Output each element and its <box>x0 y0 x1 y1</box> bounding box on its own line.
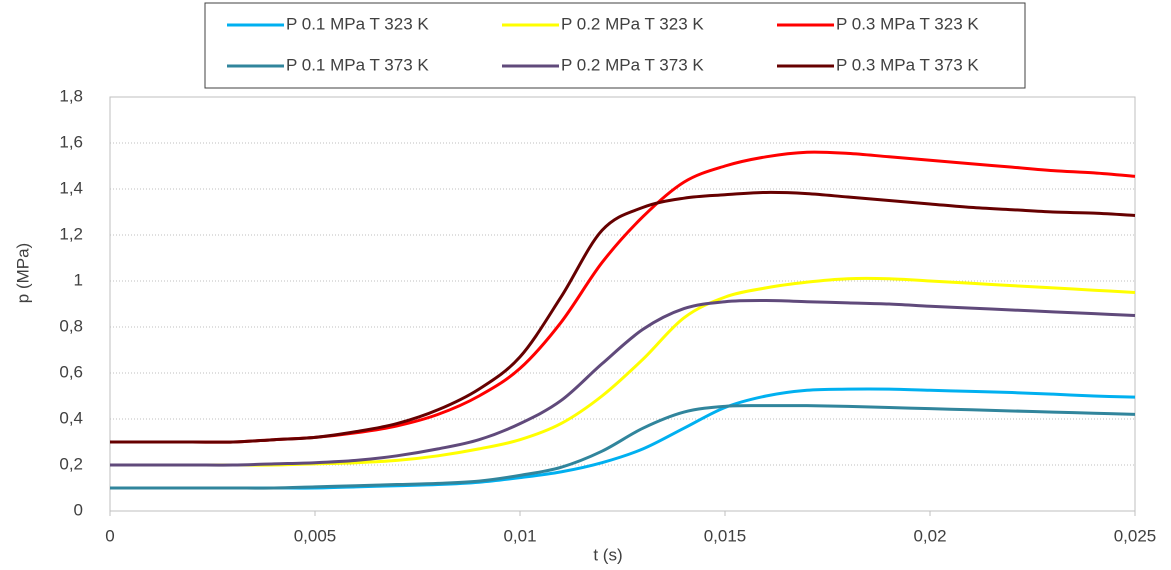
series-line <box>110 190 1136 444</box>
y-tick-label: 0,8 <box>59 316 83 335</box>
plot-border <box>109 96 1136 512</box>
legend-label: P 0.1 MPa T 373 K <box>286 55 429 74</box>
legend-label: P 0.2 MPa T 373 K <box>561 55 704 74</box>
y-tick-label: 1,8 <box>59 86 83 105</box>
legend-label: P 0.2 MPa T 323 K <box>561 14 704 33</box>
series-line <box>110 299 1136 467</box>
x-tick-label: 0 <box>105 526 114 545</box>
x-tick-label: 0,005 <box>294 526 337 545</box>
y-tick-label: 1,2 <box>59 224 83 243</box>
y-tick-label: 0,6 <box>59 362 83 381</box>
x-tick-label: 0,025 <box>1114 526 1157 545</box>
y-tick-label: 0,2 <box>59 454 83 473</box>
y-tick-label: 1 <box>74 270 83 289</box>
x-tick-label: 0,02 <box>913 526 946 545</box>
y-tick-label: 1,6 <box>59 132 83 151</box>
legend-label: P 0.1 MPa T 323 K <box>286 14 429 33</box>
legend-label: P 0.3 MPa T 373 K <box>836 55 979 74</box>
x-axis-label: t (s) <box>593 545 622 564</box>
y-tick-label: 1,4 <box>59 178 83 197</box>
y-tick-label: 0,4 <box>59 408 83 427</box>
series-line <box>110 404 1136 490</box>
x-tick-label: 0,015 <box>704 526 747 545</box>
x-tick-label: 0,01 <box>503 526 536 545</box>
y-tick-label: 0 <box>74 500 83 519</box>
legend-box <box>204 2 1026 89</box>
legend-label: P 0.3 MPa T 323 K <box>836 14 979 33</box>
y-axis-label: p (MPa) <box>13 243 32 303</box>
